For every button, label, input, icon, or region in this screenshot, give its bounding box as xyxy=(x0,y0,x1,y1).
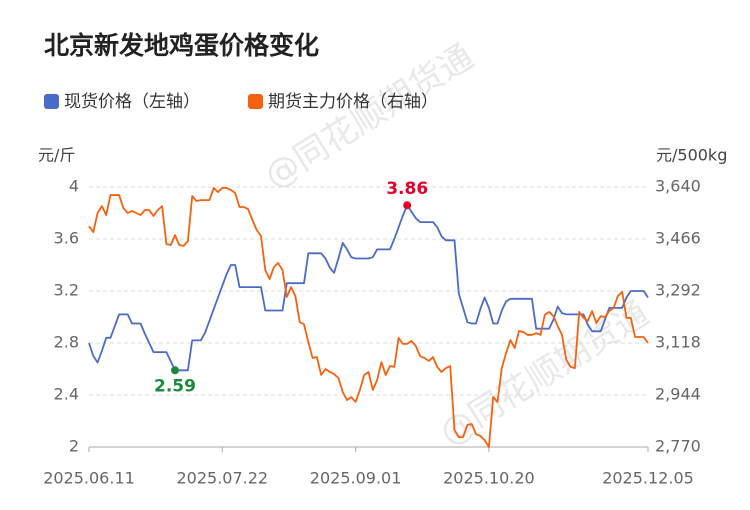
legend-swatch xyxy=(248,94,263,109)
x-tick-label: 2025.10.20 xyxy=(443,469,535,488)
y2-axis-label: 元/500kg xyxy=(656,146,727,165)
y2-tick-label: 3,640 xyxy=(655,177,701,196)
y-tick-label: 3.6 xyxy=(54,229,79,248)
y2-tick-label: 2,770 xyxy=(655,437,701,456)
y-axis-label: 元/斤 xyxy=(38,146,75,165)
y2-tick-label: 3,466 xyxy=(655,229,701,248)
y2-tick-label: 2,944 xyxy=(655,385,701,404)
watermark: @同花顺期货通 xyxy=(258,37,481,197)
y2-tick-label: 3,118 xyxy=(655,333,701,352)
legend-label: 期货主力价格（右轴） xyxy=(268,92,438,112)
y-tick-label: 2.8 xyxy=(54,333,79,352)
y-tick-label: 2 xyxy=(69,437,79,456)
legend-label: 现货价格（左轴） xyxy=(64,92,200,112)
annotation-point xyxy=(403,201,412,210)
annotation-label: 3.86 xyxy=(386,179,428,199)
x-tick-label: 2025.12.05 xyxy=(602,469,694,488)
chart-title: 北京新发地鸡蛋价格变化 xyxy=(44,31,319,60)
annotation-point xyxy=(171,366,179,375)
x-tick-label: 2025.06.11 xyxy=(43,469,135,488)
y2-tick-label: 3,292 xyxy=(655,281,701,300)
series-line xyxy=(88,187,649,448)
y-tick-label: 4 xyxy=(69,177,79,196)
annotation-label: 2.59 xyxy=(154,376,196,396)
y-tick-label: 3.2 xyxy=(54,281,79,300)
y-tick-label: 2.4 xyxy=(54,385,79,404)
legend-swatch xyxy=(44,94,59,109)
x-tick-label: 2025.07.22 xyxy=(176,469,268,488)
series-line xyxy=(88,204,649,372)
x-tick-label: 2025.09.01 xyxy=(310,469,402,488)
